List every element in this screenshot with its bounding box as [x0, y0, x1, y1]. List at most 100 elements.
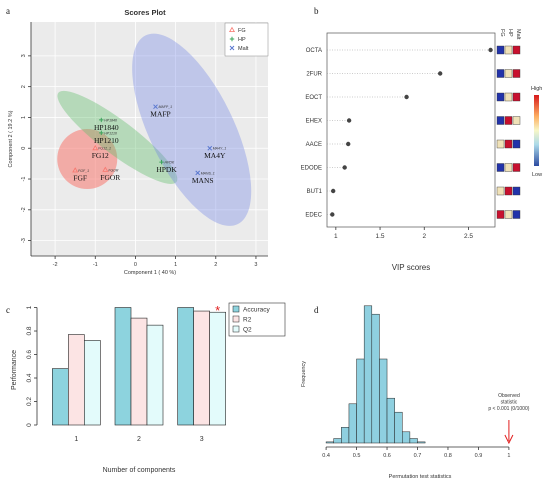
scores-x-tick-label: -1	[93, 262, 98, 268]
score-point	[72, 167, 79, 173]
scores-plot-legend: FG HP Malt	[224, 22, 269, 57]
score-point-tag: FG12_1	[98, 147, 111, 151]
score-point-tag: HP1210	[104, 131, 117, 135]
vip-plot-frame	[326, 32, 496, 228]
vip-heatmap-cell	[512, 186, 521, 196]
score-point-label: MAFP	[150, 110, 170, 119]
performance-bar-accuracy	[177, 307, 194, 426]
score-point-label: FGOR	[100, 173, 120, 182]
performance-xlabel: Number of components	[103, 467, 176, 474]
scores-x-tick-label: 3	[254, 262, 257, 268]
permutation-xlabel: Permutation test statistics	[389, 474, 452, 480]
score-point-tag: MA4Y_1	[213, 147, 226, 151]
histogram-bar	[394, 411, 403, 444]
vip-feature-label: EHEX	[306, 119, 322, 125]
score-point-tag: FGOR	[108, 168, 119, 172]
performance-legend-swatch-q2	[232, 325, 240, 333]
score-point-tag: MANS_1	[201, 171, 215, 175]
scores-y-tick-label: 2	[21, 85, 27, 88]
histogram-x-tick-label: 0.9	[475, 453, 483, 459]
score-point	[159, 159, 164, 165]
score-point	[153, 104, 158, 110]
performance-bar-q2	[84, 340, 101, 426]
vip-heatmap-cell	[512, 45, 521, 55]
score-point	[92, 145, 99, 151]
performance-legend-swatch-accuracy	[232, 305, 240, 313]
histogram-bar	[379, 358, 388, 444]
scores-y-tick-label: 1	[21, 116, 27, 119]
vip-colorbar-low: Low	[532, 172, 542, 178]
vip-plot-xlabel: VIP scores	[392, 263, 431, 272]
vip-feature-label: OCTA	[306, 48, 322, 54]
vip-feature-label: EOCT	[305, 95, 322, 101]
vip-heatmap-cell	[496, 92, 505, 102]
histogram-x-tick-label: 0.7	[414, 453, 422, 459]
vip-dot	[346, 118, 352, 123]
vip-heatmap-cell	[504, 45, 513, 55]
vip-x-tick-label: 2	[422, 233, 426, 240]
vip-feature-label: BUT1	[307, 189, 323, 195]
histogram-bar	[356, 358, 365, 444]
score-point-label: MANS	[192, 176, 214, 185]
observed-statistic-text: p < 0.001 (0/1000)	[488, 406, 529, 412]
performance-bar-accuracy	[114, 307, 132, 426]
performance-legend: Accuracy R2 Q2	[228, 302, 286, 337]
vip-heatmap-cell	[496, 116, 505, 125]
vip-heatmap-cell	[496, 139, 505, 149]
vip-heatmap-cell	[512, 139, 521, 149]
performance-bar-accuracy	[52, 368, 69, 426]
vip-heatmap-cell	[512, 116, 521, 125]
performance-bar-r2	[193, 310, 210, 426]
scores-y-tick-label: 0	[21, 147, 27, 150]
confidence-ellipse-fg	[57, 129, 118, 190]
histogram-bar	[363, 305, 373, 444]
panel-label-b: b	[314, 6, 319, 16]
histogram-bar	[325, 441, 334, 444]
score-point-tag: HP1840	[104, 118, 117, 122]
vip-x-tick-label: 1.5	[376, 233, 385, 240]
vip-feature-label: EDEC	[305, 213, 322, 219]
scores-x-tick-label: 1	[174, 262, 177, 268]
scores-y-tick-label: -2	[21, 207, 27, 212]
observed-statistic-text: statistic	[501, 400, 518, 406]
vip-dot	[404, 94, 409, 100]
performance-category-label: 1	[74, 436, 78, 443]
scores-y-tick-label: -1	[21, 177, 27, 182]
vip-feature-label: EDODE	[301, 166, 322, 172]
scores-x-tick-label: -2	[53, 262, 58, 268]
vip-heatmap-cell	[504, 186, 513, 196]
score-point	[99, 117, 104, 123]
legend-label-fg: FG	[238, 28, 246, 34]
permutation-histogram: 0.4 0.5 0.6 0.7 0.8 0.9 1 Permutation test sta…	[301, 305, 530, 480]
vip-heatmap-cell	[496, 186, 505, 196]
vip-x-tick-label: 1	[334, 233, 338, 240]
vip-colorbar: High Low	[531, 86, 542, 178]
vip-heatmap-cell	[512, 69, 521, 78]
scores-plot-title: Scores Plot	[124, 8, 166, 17]
vip-heatmap-cell	[504, 92, 513, 102]
vip-heatmap-cell	[504, 116, 513, 125]
confidence-ellipse-hp	[57, 90, 178, 185]
performance-y-tick-label: 0.4	[26, 373, 33, 382]
vip-dot	[330, 188, 336, 194]
score-point-label: HPDK	[156, 165, 177, 174]
scores-y-tick-label: -3	[21, 238, 27, 243]
vip-x-tick-label: 2.5	[464, 233, 473, 240]
vip-feature-label: AACE	[306, 142, 322, 148]
vip-heatmap-cell	[504, 163, 513, 172]
histogram-bar	[341, 427, 350, 444]
histogram-bar	[409, 438, 418, 444]
vip-dot	[330, 212, 335, 217]
histogram-bar	[348, 403, 357, 444]
performance-legend-label-r2: R2	[243, 317, 252, 324]
best-model-asterisk: *	[215, 303, 220, 318]
vip-heatmap-cell	[512, 210, 521, 219]
performance-y-tick-label: 0	[26, 423, 33, 427]
observed-statistic-arrow-head	[504, 434, 514, 445]
score-point-label: FG12	[92, 151, 109, 160]
performance-category-label: 3	[200, 436, 204, 443]
score-point-label: HP1210	[94, 136, 119, 145]
scores-plot-xlabel: Component 1 ( 40 %)	[124, 270, 176, 276]
